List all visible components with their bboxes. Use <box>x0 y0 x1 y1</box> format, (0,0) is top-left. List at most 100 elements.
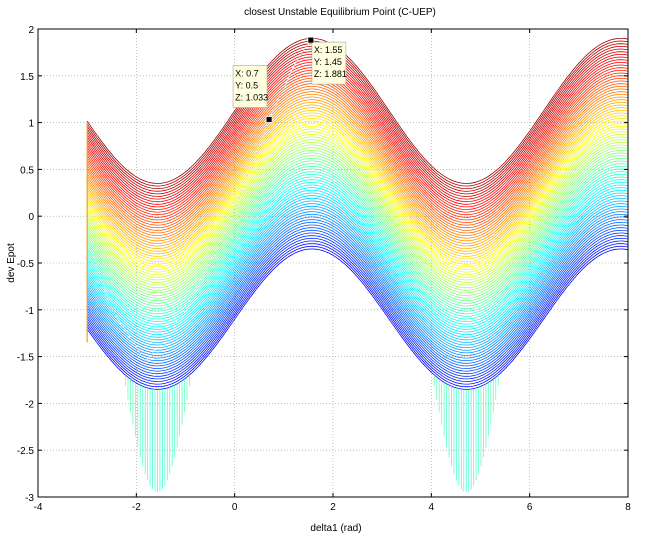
surface-curve <box>86 181 629 325</box>
y-tick-label: 1.5 <box>20 72 34 83</box>
surface-curve <box>86 163 629 307</box>
datatip-box <box>232 65 268 108</box>
surface-curve <box>86 141 629 286</box>
surface-curve <box>86 248 629 390</box>
surface-curve <box>86 213 629 356</box>
y-axis-label: dev Epot <box>6 243 17 283</box>
surface-curve <box>86 91 629 237</box>
surface-curve <box>86 70 629 216</box>
surface-curve <box>86 54 629 200</box>
datatip[interactable]: X: 0.7 Y: 0.5 Z: 1.033 <box>232 65 273 123</box>
surface-curve <box>86 155 629 299</box>
y-tick-label: 2 <box>28 25 34 36</box>
surface-curve <box>86 38 629 184</box>
y-tick-label: -1 <box>25 306 34 317</box>
y-tick-label: 0.5 <box>20 165 34 176</box>
trajectory-line <box>88 39 312 363</box>
x-tick-label: 6 <box>527 502 533 513</box>
surface-curve <box>86 240 629 382</box>
surface-curve <box>86 200 629 343</box>
datatip-marker[interactable] <box>307 36 315 44</box>
surface-curve <box>86 168 629 312</box>
surface-curve <box>86 56 629 203</box>
surface-curve <box>86 115 629 260</box>
surface-curve <box>86 139 629 283</box>
surface-curve <box>86 72 629 218</box>
datatip-text: X: 1.55 <box>314 45 343 55</box>
surface-curve <box>86 83 629 229</box>
datatip-text: Z: 1.881 <box>314 69 347 79</box>
surface-curve <box>86 112 629 257</box>
surface-curve <box>86 67 629 213</box>
surface-curve <box>86 149 629 294</box>
surface-curve <box>86 157 629 302</box>
trajectory-line-dots <box>89 39 312 362</box>
surface-curve <box>86 197 629 341</box>
y-tick-label: 1 <box>28 119 34 130</box>
surface-curve <box>86 195 629 338</box>
chart-title: closest Unstable Equilibrium Point (C-UE… <box>244 7 436 18</box>
surface-curve <box>86 75 629 221</box>
surface-curve <box>86 208 629 351</box>
surface-curve <box>86 80 629 226</box>
y-tick-label: -3 <box>25 493 34 504</box>
trajectory <box>88 39 312 363</box>
x-tick-label: 0 <box>232 502 238 513</box>
surface-curve <box>86 245 629 388</box>
surface-curves <box>86 38 629 493</box>
datatip-marker[interactable] <box>265 116 273 123</box>
y-tick-label: -0.5 <box>17 259 35 270</box>
surface-curve <box>86 51 629 197</box>
surface-curve <box>86 160 629 304</box>
surface-curve <box>86 48 629 195</box>
datatip-text: Y: 1.45 <box>314 57 342 67</box>
surface-curve <box>86 179 629 323</box>
surface-curve <box>86 147 629 291</box>
x-tick-label: 8 <box>625 502 631 513</box>
surface-curve <box>86 120 629 265</box>
surface-curve <box>86 101 629 247</box>
x-tick-label: 2 <box>330 502 336 513</box>
surface-curve <box>86 123 629 268</box>
y-tick-label: -2.5 <box>17 446 35 457</box>
surface-curve <box>86 96 629 242</box>
surface-curve <box>86 109 629 255</box>
axis-ticks: -4 -2 0 2 4 6 8 2 1.5 1 0.5 0 -0.5 -1 -1.5 -2 -2.5 -3 <box>17 25 631 513</box>
surface-curve <box>86 211 629 354</box>
surface-curve <box>86 117 629 262</box>
datatip[interactable]: X: 1.55 Y: 1.45 Z: 1.881 <box>307 36 347 85</box>
surface-curve <box>86 173 629 317</box>
y-tick-label: -2 <box>25 399 34 410</box>
surface-curve <box>86 88 629 234</box>
datatip-text: Y: 0.5 <box>235 81 258 91</box>
surface-curve <box>86 144 629 289</box>
surface-curve <box>86 205 629 348</box>
surface-curve <box>86 232 629 375</box>
surface-curve <box>86 104 629 249</box>
surface-curve <box>86 43 629 189</box>
surface-curve <box>86 128 629 273</box>
grid <box>37 28 629 498</box>
surface-curve <box>86 99 629 244</box>
surface-curve <box>86 152 629 296</box>
surface-curve <box>86 243 629 385</box>
surface-curve <box>86 216 629 359</box>
datatips: X: 0.7 Y: 0.5 Z: 1.033 X: 1.55 Y: 1.45 Z: 1.8… <box>232 36 347 123</box>
surface-curve <box>86 165 629 310</box>
surface-curve <box>86 189 629 333</box>
surface-curve <box>86 229 629 372</box>
surface-curve <box>86 219 629 362</box>
y-tick-label: 0 <box>28 212 34 223</box>
x-tick-label: 4 <box>429 502 435 513</box>
surface-curve <box>86 176 629 320</box>
surface-curve <box>86 59 629 205</box>
surface-curve <box>86 62 629 208</box>
surface-curve <box>86 125 629 270</box>
x-axis-label: delta1 (rad) <box>310 523 361 534</box>
surface-curve <box>86 131 629 276</box>
surface-curve <box>86 237 629 380</box>
datatip-text: X: 0.7 <box>235 69 259 79</box>
surface-curve <box>86 235 629 377</box>
surface-curve <box>86 187 629 330</box>
